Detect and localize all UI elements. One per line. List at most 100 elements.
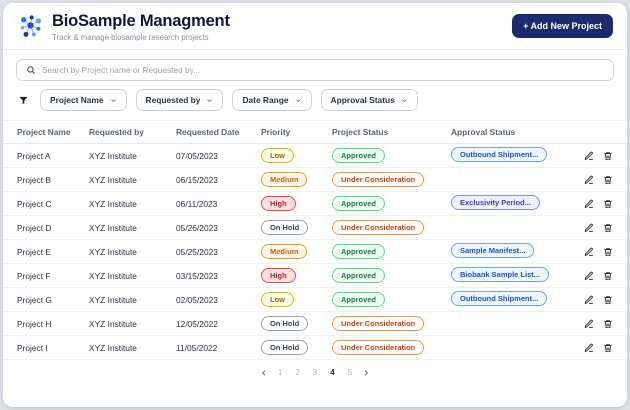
app-window: BioSample Managment Track & manage biosa…	[3, 3, 627, 407]
filter-requested-by-dropdown[interactable]: Requested by	[135, 89, 224, 111]
project-name-cell: Project B	[17, 174, 51, 185]
requested-date-cell: 05/26/2023	[176, 222, 218, 233]
delete-trash-icon[interactable]	[603, 151, 613, 161]
edit-pencil-icon[interactable]	[584, 151, 594, 161]
edit-pencil-icon[interactable]	[584, 295, 594, 305]
next-page-button[interactable]	[362, 369, 370, 377]
table-row: Project I XYZ Institute 11/05/2022 On Ho…	[3, 336, 627, 360]
filter-project-name-dropdown[interactable]: Project Name	[40, 89, 127, 111]
delete-trash-icon[interactable]	[603, 295, 613, 305]
priority-badge: High	[261, 267, 296, 284]
filter-label: Approval Status	[330, 95, 395, 105]
project-status-badge: Under Consideration	[332, 219, 425, 236]
table-row: Project E XYZ Institute 05/25/2023 Mediu…	[3, 240, 627, 264]
priority-badge: Low	[261, 291, 294, 308]
requested-by-cell: XYZ Institute	[89, 318, 137, 329]
delete-trash-icon[interactable]	[603, 319, 613, 329]
edit-pencil-icon[interactable]	[584, 223, 594, 233]
edit-pencil-icon[interactable]	[584, 199, 594, 209]
app-header: BioSample Managment Track & manage biosa…	[3, 3, 627, 50]
chevron-down-icon	[401, 98, 407, 102]
chevron-left-icon	[261, 369, 266, 376]
requested-date-cell: 06/11/2023	[176, 198, 218, 209]
approval-status-badge[interactable]: Sample Manifest...	[451, 242, 535, 259]
filter-label: Requested by	[145, 95, 201, 105]
table-header-row: Project Name Requested by Requested Date…	[3, 120, 627, 144]
project-status-badge: Approved	[332, 147, 386, 164]
table-row: Project H XYZ Institute 12/05/2022 On Ho…	[3, 312, 627, 336]
requested-date-cell: 05/25/2023	[176, 246, 218, 257]
project-name-cell: Project C	[17, 198, 52, 209]
search-input[interactable]	[42, 65, 604, 75]
requested-by-cell: XYZ Institute	[89, 222, 137, 233]
project-name-cell: Project D	[17, 222, 52, 233]
project-status-badge: Approved	[332, 267, 386, 284]
table-row: Project D XYZ Institute 05/26/2023 On Ho…	[3, 216, 627, 240]
edit-pencil-icon[interactable]	[584, 271, 594, 281]
approval-status-badge[interactable]: Outbound Shipment...	[451, 146, 548, 163]
delete-trash-icon[interactable]	[603, 247, 613, 257]
pagination: 1 2 3 4 5	[3, 366, 627, 379]
project-name-cell: Project I	[17, 342, 48, 353]
project-status-badge: Under Consideration	[332, 315, 425, 332]
funnel-filter-icon[interactable]	[16, 93, 31, 108]
project-name-cell: Project G	[17, 294, 52, 305]
requested-date-cell: 12/05/2022	[176, 318, 218, 329]
priority-badge: High	[261, 195, 296, 212]
search-bar	[16, 59, 614, 81]
table-row: Project F XYZ Institute 03/15/2023 High …	[3, 264, 627, 288]
edit-pencil-icon[interactable]	[584, 343, 594, 353]
requested-date-cell: 06/15/2023	[176, 174, 218, 185]
project-status-badge: Approved	[332, 243, 386, 260]
page-number[interactable]: 3	[312, 368, 318, 377]
delete-trash-icon[interactable]	[603, 199, 613, 209]
edit-pencil-icon[interactable]	[584, 247, 594, 257]
add-new-project-button[interactable]: + Add New Project	[512, 14, 613, 38]
brand: BioSample Managment Track & manage biosa…	[17, 12, 230, 42]
page-number[interactable]: 2	[295, 368, 300, 377]
column-header-requested-date: Requested Date	[176, 127, 240, 137]
requested-by-cell: XYZ Institute	[89, 294, 137, 305]
column-header-approval-status: Approval Status	[451, 127, 516, 137]
priority-badge: Medium	[261, 171, 308, 188]
molecule-network-icon	[20, 15, 41, 37]
project-status-badge: Approved	[332, 291, 386, 308]
requested-date-cell: 02/05/2023	[176, 294, 218, 305]
delete-trash-icon[interactable]	[603, 223, 613, 233]
priority-badge: Low	[261, 147, 294, 164]
table-row: Project B XYZ Institute 06/15/2023 Mediu…	[3, 168, 627, 192]
chevron-down-icon	[295, 98, 301, 102]
filter-approval-status-dropdown[interactable]: Approval Status	[320, 89, 418, 111]
project-name-cell: Project H	[17, 318, 52, 329]
filter-date-range-dropdown[interactable]: Date Range	[232, 89, 312, 111]
column-header-project-status: Project Status	[332, 127, 389, 137]
delete-trash-icon[interactable]	[603, 271, 613, 281]
column-header-project-name: Project Name	[17, 127, 71, 137]
approval-status-badge[interactable]: Biobank Sample List...	[451, 266, 550, 283]
requested-date-cell: 07/05/2023	[176, 150, 218, 161]
project-status-badge: Approved	[332, 195, 386, 212]
projects-table: Project Name Requested by Requested Date…	[3, 120, 627, 360]
edit-pencil-icon[interactable]	[584, 175, 594, 185]
column-header-requested-by: Requested by	[89, 127, 144, 137]
approval-status-badge[interactable]: Outbound Shipment...	[451, 290, 548, 307]
filter-toolbar: Project Name Requested by Date Range App…	[16, 89, 614, 111]
approval-status-badge[interactable]: Exclusivity Period...	[451, 194, 540, 211]
table-row: Project C XYZ Institute 06/11/2023 High …	[3, 192, 627, 216]
page-number[interactable]: 1	[277, 368, 283, 377]
priority-badge: Medium	[261, 243, 308, 260]
table-body: Project A XYZ Institute 07/05/2023 Low A…	[3, 144, 627, 360]
requested-by-cell: XYZ Institute	[89, 174, 137, 185]
project-name-cell: Project F	[17, 270, 51, 281]
delete-trash-icon[interactable]	[603, 175, 613, 185]
delete-trash-icon[interactable]	[603, 343, 613, 353]
page-number[interactable]: 5	[347, 368, 353, 377]
requested-by-cell: XYZ Institute	[89, 246, 137, 257]
edit-pencil-icon[interactable]	[584, 319, 594, 329]
prev-page-button[interactable]	[260, 369, 268, 377]
project-name-cell: Project E	[17, 246, 51, 257]
filter-label: Date Range	[242, 95, 289, 105]
priority-badge: On Hold	[261, 219, 309, 236]
requested-by-cell: XYZ Institute	[89, 198, 137, 209]
page-number[interactable]: 4	[330, 368, 335, 377]
